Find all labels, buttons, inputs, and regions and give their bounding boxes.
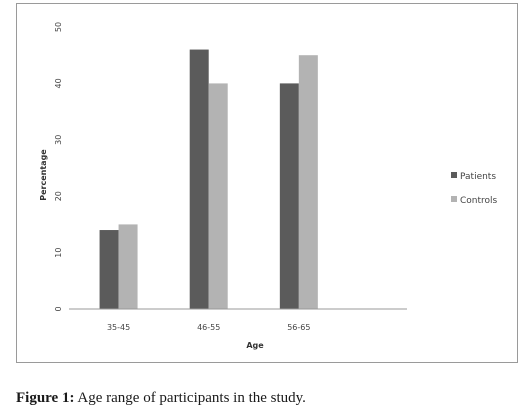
caption-label: Figure 1: [16,390,75,406]
x-axis-ticks: 35-45 46-55 56-65 [107,323,311,332]
caption-text: Age range of participants in the study. [74,390,306,406]
legend-label: Patients [460,172,496,182]
bars [99,49,318,310]
y-tick-label: 0 [54,306,63,311]
y-axis-ticks: 0 10 20 30 40 50 [54,22,63,312]
y-tick-label: 40 [54,78,63,88]
bar-patients-46-55 [189,49,209,310]
legend-label: Controls [460,196,498,206]
y-tick-label: 30 [54,135,63,145]
y-axis-title: Percentage [39,149,48,201]
x-tick-label: 46-55 [197,323,220,332]
x-axis-title: Age [246,341,264,350]
x-tick-label: 56-65 [287,323,310,332]
bar-controls-46-55 [208,83,228,310]
bar-controls-56-65 [298,55,318,310]
x-tick-label: 35-45 [107,323,130,332]
bar-patients-56-65 [279,83,299,310]
legend: Patients Controls [451,172,498,206]
legend-swatch [451,172,457,178]
bar-chart: 0 10 20 30 40 50 35-45 46-55 56-65 Percentage A… [39,22,498,350]
chart-frame: 0 10 20 30 40 50 35-45 46-55 56-65 Percentage A… [16,3,518,363]
y-tick-label: 10 [54,248,63,258]
bar-controls-35-45 [118,224,138,309]
figure-caption: Figure 1: Age range of participants in t… [16,390,306,407]
bar-patients-35-45 [99,230,119,309]
y-tick-label: 50 [54,22,63,32]
legend-swatch [451,196,457,202]
y-tick-label: 20 [54,191,63,201]
